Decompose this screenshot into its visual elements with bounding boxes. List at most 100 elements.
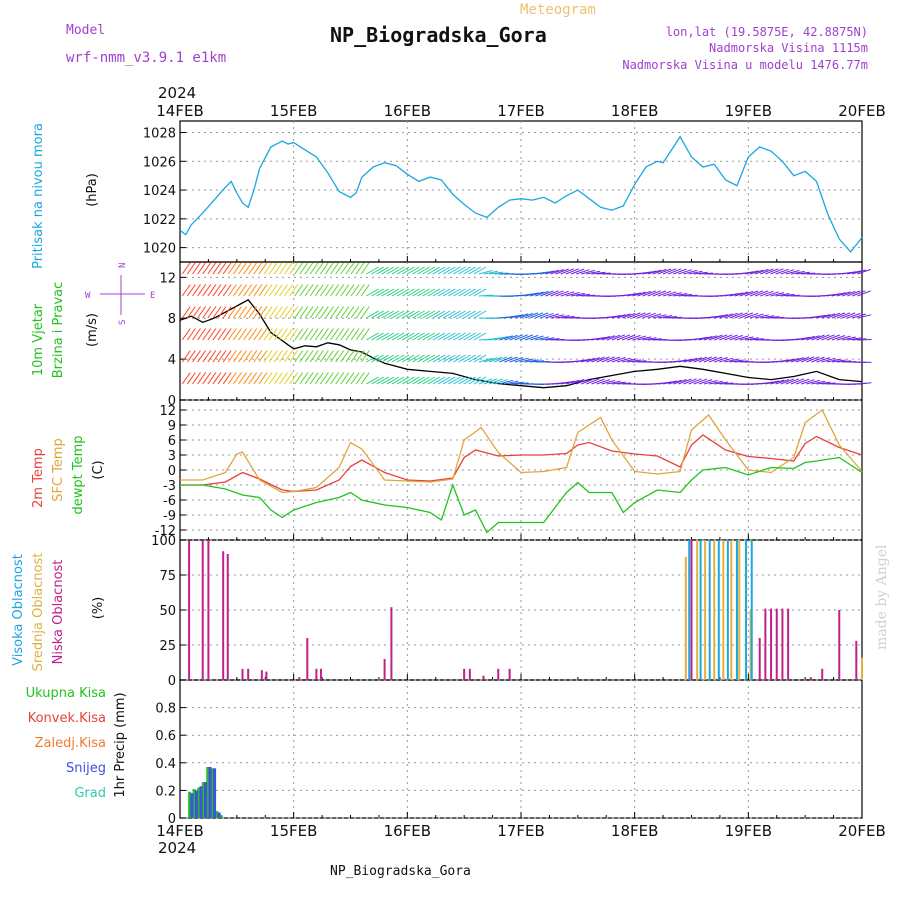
wind-barb xyxy=(826,312,841,319)
model-label: Model xyxy=(66,23,105,38)
wind-barb xyxy=(325,350,334,363)
wind-barb xyxy=(217,306,227,319)
wind-barb xyxy=(319,262,329,275)
wind-barb xyxy=(371,376,384,385)
wind-barb xyxy=(309,306,319,319)
wind-barb xyxy=(197,328,207,341)
precip-frame xyxy=(179,679,863,819)
wind-barb xyxy=(596,356,610,363)
wind-barb xyxy=(841,312,856,319)
wind-barb xyxy=(729,334,743,341)
wind-barb xyxy=(217,350,227,363)
wind-barb xyxy=(371,266,384,275)
wind-barb xyxy=(258,328,268,341)
wind-barb xyxy=(586,378,600,385)
wind-barb xyxy=(345,372,355,385)
wind-barb xyxy=(852,313,866,319)
wind-barb xyxy=(314,284,324,297)
wind-barb xyxy=(478,357,493,363)
wind-barb xyxy=(437,354,451,363)
wind-barb xyxy=(202,306,212,319)
precip-axis-title: 1hr Precip (mm) xyxy=(113,692,128,797)
cloud-bar-srednja-oblacnost xyxy=(861,657,863,680)
bottom-x-tick-label: 15FEB xyxy=(270,822,317,840)
cloud-bar-srednja-oblacnost xyxy=(722,540,725,680)
wind-barb xyxy=(744,337,759,341)
wind-ytick-label: 4 xyxy=(168,353,176,368)
wind-barb xyxy=(319,284,329,297)
wind-barb xyxy=(611,314,626,319)
cloud-ytick-label: 25 xyxy=(159,639,176,654)
cloud-bar-niska-oblacnost xyxy=(383,659,386,680)
wind-barb xyxy=(575,269,590,275)
precip-ytick-label: 0 xyxy=(168,812,176,827)
wind-barb xyxy=(273,328,283,341)
temp-ytick-label: 0 xyxy=(168,464,176,479)
wind-barb xyxy=(238,262,248,275)
wind-barb xyxy=(494,336,509,341)
cloud-bar-niska-oblacnost xyxy=(508,668,511,680)
top-x-tick-label: 15FEB xyxy=(270,102,317,120)
wind-barb xyxy=(417,266,430,275)
wind-barb xyxy=(499,356,513,363)
wind-barb xyxy=(550,314,565,319)
wind-barb xyxy=(529,291,544,297)
wind-barb xyxy=(186,350,196,363)
footer-title: NP_Biogradska_Gora xyxy=(330,864,471,879)
wind-barb xyxy=(309,350,319,363)
wind-barb xyxy=(708,334,723,341)
wind-barb xyxy=(560,268,574,275)
wind-barb xyxy=(248,262,258,275)
wind-barb xyxy=(790,270,805,275)
wind-barb xyxy=(591,356,605,363)
wind-barb xyxy=(637,336,652,341)
legend-snijeg: Snijeg xyxy=(66,761,106,776)
wind-barb xyxy=(678,293,693,297)
wind-barb xyxy=(432,266,446,275)
wind-barb xyxy=(202,284,212,297)
wind-barb xyxy=(181,328,191,341)
wind-barb xyxy=(330,328,340,341)
wind-barb xyxy=(596,379,611,385)
wind-barb xyxy=(836,335,851,341)
wind-barb xyxy=(391,288,405,297)
wind-barb xyxy=(386,310,400,319)
wind-barb xyxy=(432,354,446,363)
wind-barb xyxy=(683,357,698,363)
wind-barb xyxy=(289,306,299,319)
cloud-bar-niska-oblacnost xyxy=(306,638,309,680)
year-bottom: 2024 xyxy=(158,839,196,857)
temp-series-dewpt-temp xyxy=(180,456,863,534)
wind-barb xyxy=(540,337,555,341)
cloud-bar-srednja-oblacnost xyxy=(730,540,733,680)
wind-barb xyxy=(581,269,595,275)
wind-barb xyxy=(227,372,237,385)
wind-barb xyxy=(381,288,395,297)
wind-barb xyxy=(857,268,871,275)
wind-barb xyxy=(284,284,294,297)
wind-barb xyxy=(294,284,304,297)
wind-barb xyxy=(642,290,656,297)
cloud-high-title: Visoka Oblacnost xyxy=(11,554,26,666)
wind-barb xyxy=(238,306,248,319)
compass-e: E xyxy=(150,291,155,301)
wind-barb xyxy=(309,262,319,275)
compass-n: N xyxy=(118,263,128,268)
wind-barb xyxy=(396,354,410,363)
wind-barb xyxy=(294,372,304,385)
wind-barb xyxy=(417,332,430,341)
cloud-ytick-label: 75 xyxy=(159,569,176,584)
wind-barb xyxy=(478,269,493,275)
wind-barb xyxy=(524,359,539,363)
wind-barb xyxy=(652,290,667,297)
pressure-axis-title: Pritisak na nivou mora xyxy=(31,123,46,269)
wind-barb xyxy=(376,266,390,275)
wind-barb xyxy=(724,358,739,363)
wind-barb xyxy=(396,332,410,341)
wind-barb xyxy=(836,312,851,319)
watermark: made by Angel xyxy=(874,544,890,650)
wind-barb xyxy=(442,288,456,297)
wind-barb xyxy=(560,380,575,385)
wind-barb xyxy=(386,376,400,385)
wind-barb xyxy=(724,334,738,341)
